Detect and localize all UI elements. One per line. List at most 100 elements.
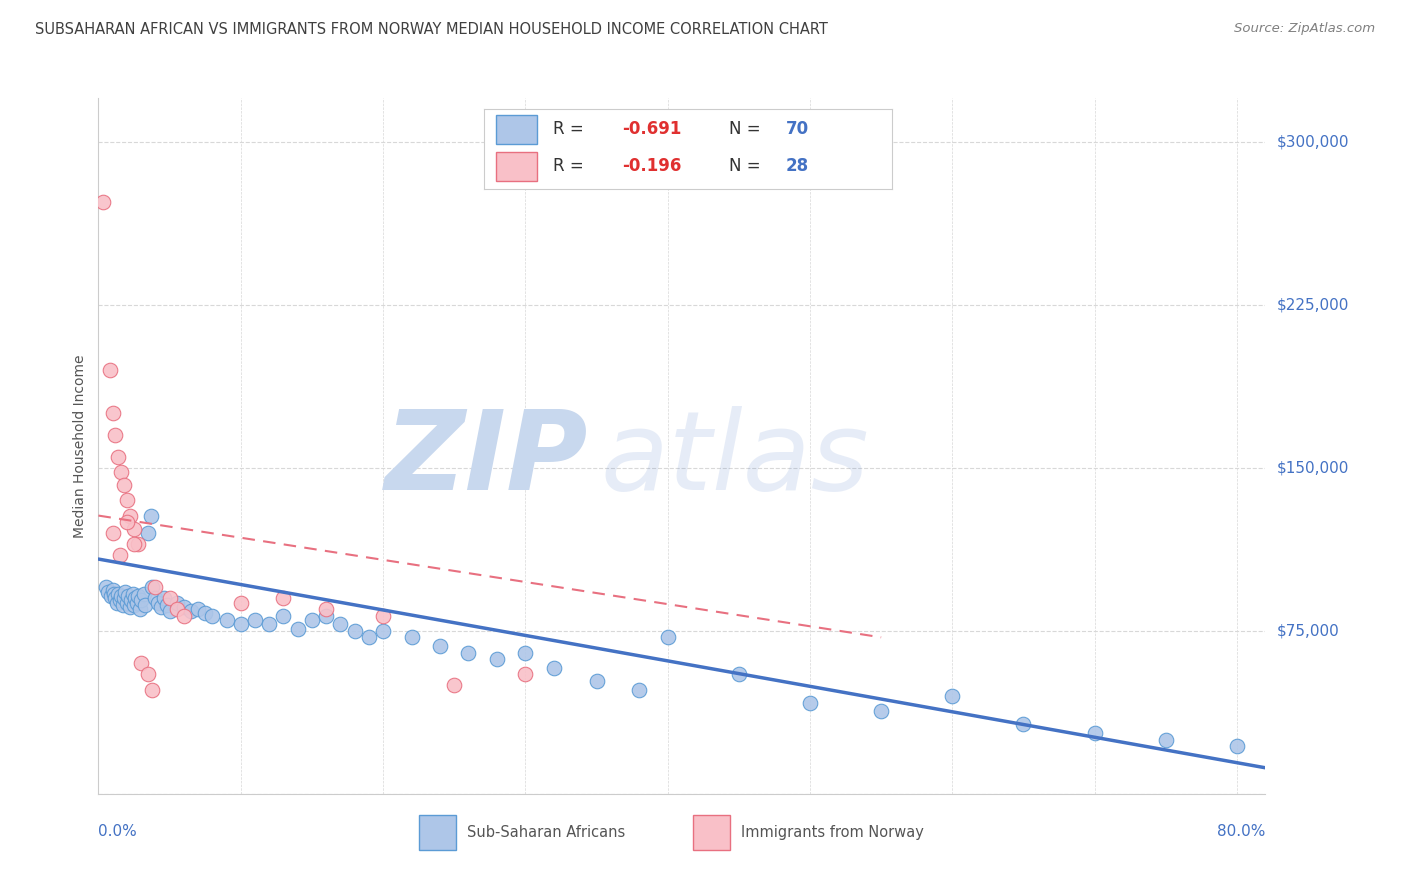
Point xyxy=(103,587,125,601)
Text: Source: ZipAtlas.com: Source: ZipAtlas.com xyxy=(1234,22,1375,36)
Point xyxy=(129,657,152,671)
Point xyxy=(105,596,128,610)
Text: atlas: atlas xyxy=(600,407,869,514)
Point xyxy=(127,537,149,551)
Point xyxy=(357,630,380,644)
Text: 0.0%: 0.0% xyxy=(98,824,138,839)
Point xyxy=(108,548,131,562)
Point xyxy=(97,584,120,599)
Point xyxy=(156,598,179,612)
Point xyxy=(150,599,173,614)
Point xyxy=(108,593,131,607)
Point xyxy=(91,195,114,210)
Point xyxy=(121,587,143,601)
Point xyxy=(115,515,138,529)
Point xyxy=(229,617,252,632)
Point xyxy=(136,526,159,541)
Point xyxy=(141,682,163,697)
Point xyxy=(100,589,122,603)
Point xyxy=(657,630,679,644)
Point xyxy=(112,591,135,606)
Point xyxy=(173,608,195,623)
Point xyxy=(159,604,181,618)
Point xyxy=(870,704,893,718)
Point xyxy=(115,493,138,508)
Text: ZIP: ZIP xyxy=(385,407,589,514)
Point xyxy=(120,593,142,607)
Point xyxy=(515,646,537,660)
Point xyxy=(122,537,145,551)
Point xyxy=(141,580,163,594)
Point xyxy=(273,608,295,623)
Point xyxy=(122,522,145,536)
Point xyxy=(104,591,127,606)
Point xyxy=(101,406,124,420)
Point xyxy=(110,589,132,603)
Point xyxy=(201,608,224,623)
Point xyxy=(143,591,166,606)
Point xyxy=(429,639,451,653)
Point xyxy=(287,622,309,636)
Point xyxy=(315,608,337,623)
Point xyxy=(129,593,152,607)
Point xyxy=(117,589,139,603)
Text: $225,000: $225,000 xyxy=(1277,297,1348,312)
Point xyxy=(243,613,266,627)
Point xyxy=(124,591,146,606)
Point xyxy=(229,596,252,610)
Point xyxy=(371,608,394,623)
Point xyxy=(194,607,217,621)
Point xyxy=(457,646,479,660)
Text: $150,000: $150,000 xyxy=(1277,460,1348,475)
Point xyxy=(166,596,188,610)
Point xyxy=(515,667,537,681)
Point xyxy=(173,599,195,614)
Point xyxy=(727,667,749,681)
Text: $75,000: $75,000 xyxy=(1277,624,1340,639)
Point xyxy=(329,617,352,632)
Point xyxy=(112,478,135,492)
Point xyxy=(134,598,156,612)
Point xyxy=(273,591,295,606)
Point xyxy=(371,624,394,638)
Point xyxy=(118,508,141,523)
Point xyxy=(104,428,127,442)
Point xyxy=(187,602,209,616)
Point xyxy=(343,624,366,638)
Y-axis label: Median Household Income: Median Household Income xyxy=(73,354,87,538)
Point xyxy=(94,580,117,594)
Point xyxy=(1012,717,1035,731)
Point xyxy=(118,599,141,614)
Point xyxy=(401,630,423,644)
Point xyxy=(143,580,166,594)
Point xyxy=(136,667,159,681)
Point xyxy=(114,584,136,599)
Point xyxy=(257,617,280,632)
Point xyxy=(941,689,963,703)
Point xyxy=(101,526,124,541)
Point xyxy=(98,363,121,377)
Point xyxy=(115,596,138,610)
Text: 80.0%: 80.0% xyxy=(1218,824,1265,839)
Text: $300,000: $300,000 xyxy=(1277,134,1348,149)
Point xyxy=(1154,732,1177,747)
Point xyxy=(128,602,150,616)
Point xyxy=(107,587,129,601)
Point xyxy=(132,587,155,601)
Point xyxy=(585,673,607,688)
Point xyxy=(122,598,145,612)
Point xyxy=(159,591,181,606)
Point xyxy=(127,589,149,603)
Point xyxy=(111,598,134,612)
Point xyxy=(443,678,465,692)
Point xyxy=(1226,739,1249,753)
Point xyxy=(1084,726,1107,740)
Point xyxy=(166,602,188,616)
Point xyxy=(148,596,170,610)
Point xyxy=(485,652,508,666)
Point xyxy=(107,450,129,464)
Point xyxy=(101,582,124,597)
Point xyxy=(110,465,132,479)
Text: SUBSAHARAN AFRICAN VS IMMIGRANTS FROM NORWAY MEDIAN HOUSEHOLD INCOME CORRELATION: SUBSAHARAN AFRICAN VS IMMIGRANTS FROM NO… xyxy=(35,22,828,37)
Point xyxy=(139,508,162,523)
